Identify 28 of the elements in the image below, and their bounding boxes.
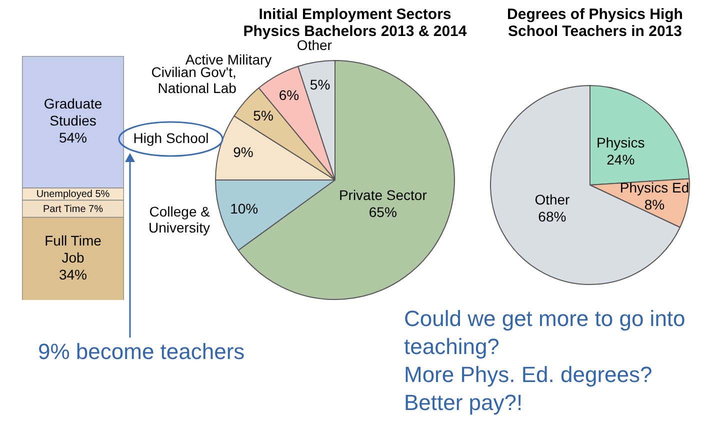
text: Unemployed 5% xyxy=(36,189,110,200)
data-label: 68% xyxy=(538,208,566,224)
chart-title: Degrees of Physics High School Teachers in 2013 xyxy=(506,6,684,40)
data-label: 54% xyxy=(58,130,88,146)
text: 9% become teachers xyxy=(38,338,246,366)
data-label: 9% xyxy=(233,144,254,160)
slice-label: Private Sector xyxy=(338,186,428,203)
text: Better pay?! xyxy=(404,389,524,417)
slice-label: High School xyxy=(133,130,209,146)
data-label: 65% xyxy=(368,204,397,220)
data-label: 10% xyxy=(230,200,258,216)
data-label: 5% xyxy=(253,108,274,124)
slice-label: College & University xyxy=(148,203,211,236)
text: Could we get more to go into teaching? xyxy=(404,305,686,361)
text: Part Time 7% xyxy=(42,204,104,215)
series-label: Full Time Job xyxy=(44,232,102,266)
series-label: Graduate Studies xyxy=(44,96,102,129)
data-label: 24% xyxy=(606,152,635,168)
text: More Phys. Ed. degrees? xyxy=(404,361,654,389)
data-label: 5% xyxy=(310,76,330,92)
data-label: 34% xyxy=(58,266,88,282)
data-label: 8% xyxy=(644,196,665,213)
slice-label: Physics xyxy=(596,134,645,151)
slice-label: Other xyxy=(296,37,332,54)
chart-title: Initial Employment Sectors Physics Bachelors 2013 & 2014 xyxy=(242,6,468,40)
slice-label: Physics Ed xyxy=(620,180,690,196)
data-label: 6% xyxy=(278,87,300,104)
slice-label: Other xyxy=(534,191,570,208)
